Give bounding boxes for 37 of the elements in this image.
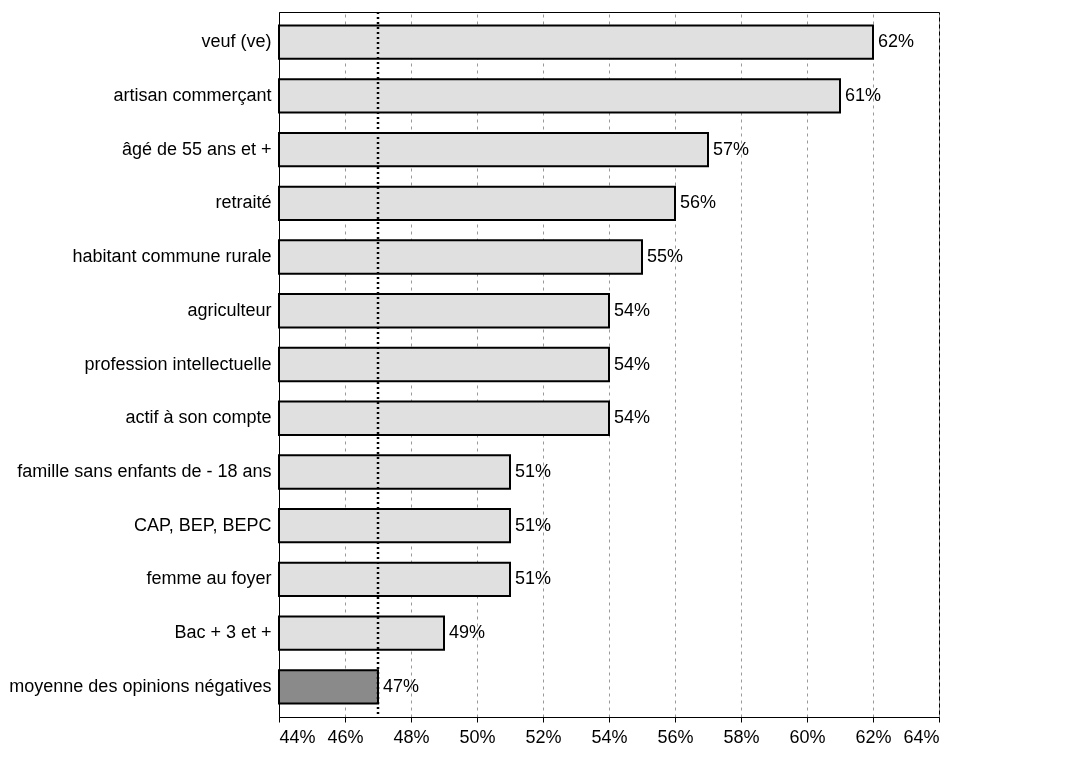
x-tick-label: 56% [657, 726, 694, 747]
x-tick-label: 62% [855, 726, 892, 747]
data-label: 54% [614, 407, 651, 428]
x-tick-label: 52% [525, 726, 562, 747]
x-tick-label: 46% [327, 726, 364, 747]
y-tick-label: femme au foyer [146, 568, 272, 589]
x-tick-label: 60% [789, 726, 826, 747]
y-tick-label: veuf (ve) [201, 31, 272, 52]
data-label: 61% [845, 84, 882, 105]
data-label: 57% [713, 138, 750, 159]
y-tick-label: habitant commune rurale [72, 246, 272, 267]
y-tick-label: agriculteur [187, 299, 272, 320]
data-label: 55% [647, 246, 684, 267]
data-label: 56% [680, 192, 717, 213]
data-label: 54% [614, 299, 651, 320]
y-tick-label: actif à son compte [125, 407, 272, 428]
y-tick-label: profession intellectuelle [84, 353, 272, 374]
x-tick-label: 54% [591, 726, 628, 747]
x-tick-label: 44% [279, 726, 316, 747]
y-tick-label: Bac + 3 et + [174, 622, 272, 643]
y-tick-label: CAP, BEP, BEPC [134, 514, 272, 535]
data-label: 62% [878, 31, 915, 52]
y-tick-label: retraité [215, 192, 272, 213]
x-tick-label: 50% [459, 726, 496, 747]
y-tick-label: artisan commerçant [113, 84, 272, 105]
data-label: 47% [383, 675, 420, 696]
y-tick-label: famille sans enfants de - 18 ans [17, 460, 272, 481]
data-label: 51% [515, 460, 552, 481]
y-tick-label: moyenne des opinions négatives [9, 675, 272, 696]
data-label: 51% [515, 514, 552, 535]
y-tick-label: âgé de 55 ans et + [121, 138, 272, 159]
data-label: 49% [449, 622, 486, 643]
data-label: 51% [515, 568, 552, 589]
x-tick-label: 48% [393, 726, 430, 747]
x-tick-label: 64% [903, 726, 940, 747]
data-label: 54% [614, 353, 651, 374]
x-tick-label: 58% [723, 726, 760, 747]
